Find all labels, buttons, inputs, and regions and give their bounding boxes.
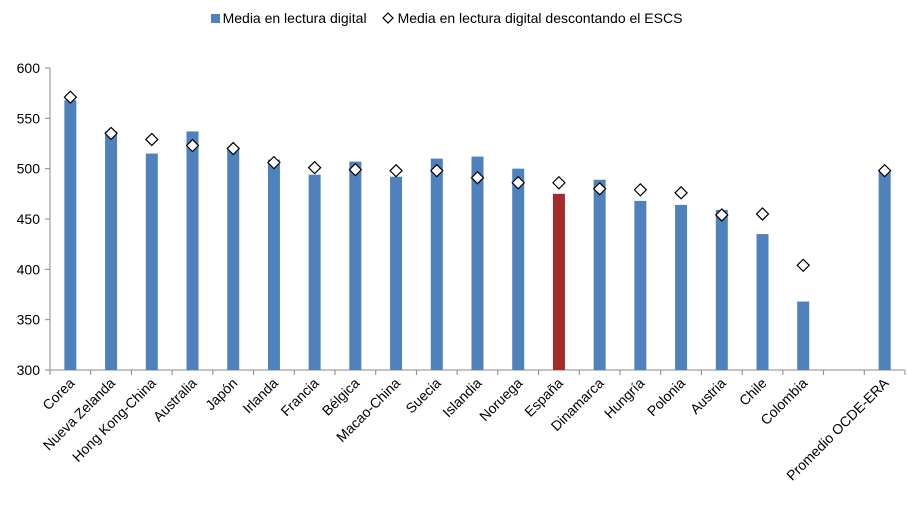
bar: [145, 153, 158, 370]
diamond-marker: [592, 181, 607, 196]
x-tick-label: Chile: [736, 375, 770, 409]
bar: [267, 159, 280, 370]
y-tick-label: 550: [17, 110, 41, 126]
bar: [675, 204, 688, 370]
diamond-marker: [674, 185, 688, 200]
x-tick-label: Corea: [39, 375, 77, 413]
diamond-marker: [714, 208, 729, 222]
x-tick-label: Polonia: [644, 375, 688, 419]
bar: [878, 169, 891, 370]
diamond-marker: [267, 155, 281, 170]
diamond-marker: [226, 141, 241, 156]
legend-label-series2: Media en lectura digital descontando el …: [397, 10, 683, 26]
y-tick-label: 500: [17, 161, 41, 177]
bar: [512, 168, 525, 370]
diamond-marker: [470, 170, 485, 185]
chart-legend: Media en lectura digital Media en lectur…: [0, 10, 907, 26]
bar: [349, 161, 362, 370]
diamond-marker: [796, 258, 811, 273]
bar: [756, 234, 769, 370]
x-tick-label: Nueva Zelanda: [40, 375, 119, 454]
x-tick-label: Irlanda: [239, 375, 281, 417]
y-tick-label: 600: [17, 60, 41, 76]
bar: [797, 301, 810, 370]
bar: [715, 209, 728, 370]
x-tick-label: Hungría: [601, 375, 648, 422]
bar: [552, 193, 565, 370]
legend-diamond-marker-icon: [381, 12, 394, 24]
x-tick-label: Noruega: [476, 375, 525, 424]
diamond-marker: [63, 90, 78, 105]
legend-bar-swatch: [210, 13, 220, 23]
x-tick-label: Japón: [202, 375, 240, 413]
legend-item-series1: Media en lectura digital: [210, 10, 367, 26]
y-tick-label: 350: [17, 312, 41, 328]
bar: [471, 156, 484, 370]
x-tick-label: Francia: [277, 375, 321, 419]
legend-item-series2: Media en lectura digital descontando el …: [381, 10, 683, 26]
y-tick-label: 450: [17, 211, 41, 227]
bar: [430, 158, 443, 370]
legend-label-series1: Media en lectura digital: [222, 10, 367, 26]
diamond-marker: [633, 182, 648, 197]
bar: [634, 200, 647, 370]
bar: [227, 149, 240, 370]
bar: [390, 176, 403, 370]
bar: [186, 131, 199, 370]
diamond-marker: [877, 163, 892, 178]
diamond-marker: [511, 175, 526, 190]
diamond-marker: [104, 126, 118, 141]
diamond-marker: [429, 163, 444, 178]
bar: [64, 100, 77, 371]
bar: [105, 131, 118, 370]
diamond-marker: [307, 160, 322, 175]
x-tick-label: Austria: [687, 375, 729, 417]
diamond-marker: [144, 132, 159, 147]
diamond-marker: [755, 207, 770, 221]
x-tick-label: Australia: [150, 375, 200, 425]
x-tick-label: Suecia: [402, 375, 444, 417]
bar: [593, 179, 606, 370]
y-tick-label: 400: [17, 261, 41, 277]
diamond-marker: [389, 163, 403, 178]
diamond-marker: [348, 162, 363, 177]
diamond-marker: [185, 138, 200, 153]
bar: [308, 174, 321, 370]
diamond-marker: [552, 175, 566, 190]
y-tick-label: 300: [17, 362, 41, 378]
